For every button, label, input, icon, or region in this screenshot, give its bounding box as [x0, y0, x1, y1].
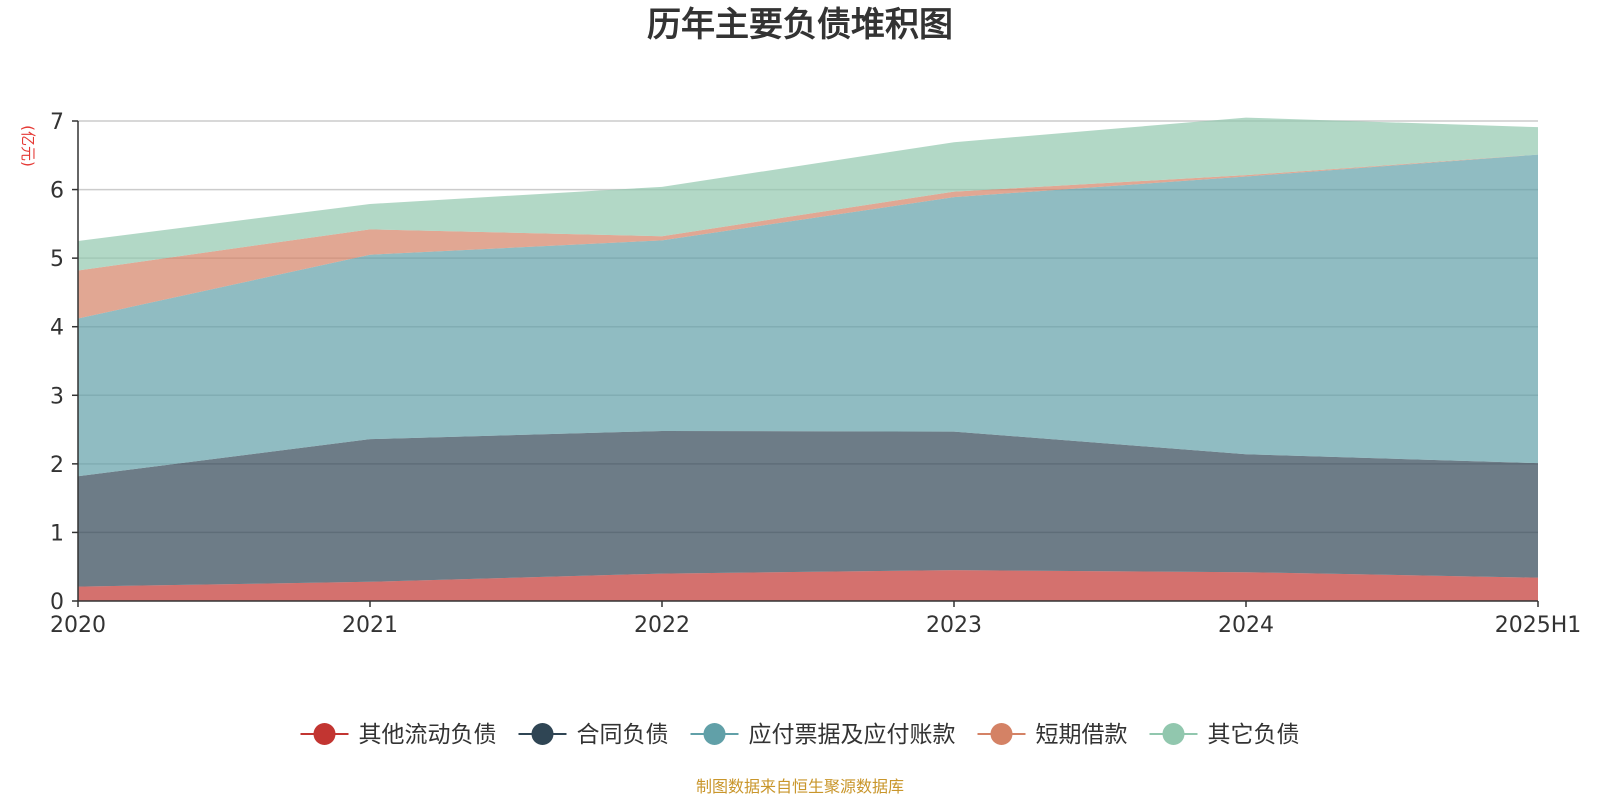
- stacked-areas: [78, 117, 1538, 601]
- legend-circle-marker: [1162, 723, 1185, 745]
- y-tick-label: 7: [50, 110, 64, 135]
- y-tick-label: 6: [50, 179, 64, 204]
- y-tick-label: 2: [50, 453, 64, 478]
- x-tick-label: 2023: [926, 613, 982, 638]
- legend-label: 短期借款: [1036, 722, 1128, 748]
- area-series[interactable]: [78, 154, 1538, 477]
- x-tick-label: 2024: [1218, 613, 1274, 638]
- x-tick-label: 2020: [50, 613, 106, 638]
- legend-item[interactable]: 应付票据及应付账款: [690, 722, 956, 748]
- axes: 0 1 2 3 4 5 6 7 2020 2021 2022 2023 2024 2025H1: [50, 110, 1581, 638]
- legend-circle-marker: [531, 723, 554, 745]
- legend-circle-marker: [313, 723, 336, 745]
- legend-label: 应付票据及应付账款: [749, 722, 956, 748]
- legend-item[interactable]: 短期借款: [977, 722, 1128, 748]
- legend-circle-marker: [990, 723, 1013, 745]
- x-tick-label: 2022: [634, 613, 690, 638]
- legend[interactable]: 其他流动负债 合同负债 应付票据及应付账款 短期借款 其它负债: [300, 722, 1300, 748]
- x-tick-label: 2021: [342, 613, 398, 638]
- area-series[interactable]: [78, 430, 1538, 587]
- y-tick-label: 5: [50, 247, 64, 272]
- area-series[interactable]: [78, 570, 1538, 601]
- y-tick-label: 0: [50, 590, 64, 615]
- legend-circle-marker: [703, 723, 726, 745]
- x-tick-label: 2025H1: [1495, 613, 1582, 638]
- source-note: 制图数据来自恒生聚源数据库: [696, 777, 904, 796]
- legend-label: 其他流动负债: [359, 722, 497, 748]
- legend-label: 合同负债: [577, 722, 669, 748]
- y-tick-label: 3: [50, 384, 64, 409]
- chart-title: 历年主要负债堆积图: [647, 5, 953, 45]
- y-axis-unit-label: (亿元): [19, 125, 37, 167]
- area-series[interactable]: [78, 117, 1538, 271]
- legend-item[interactable]: 合同负债: [518, 722, 669, 748]
- area-series[interactable]: [78, 154, 1538, 319]
- legend-label: 其它负债: [1208, 722, 1300, 748]
- legend-item[interactable]: 其他流动负债: [300, 722, 497, 748]
- y-tick-label: 1: [50, 521, 64, 546]
- y-tick-label: 4: [50, 316, 64, 341]
- legend-item[interactable]: 其它负债: [1149, 722, 1300, 748]
